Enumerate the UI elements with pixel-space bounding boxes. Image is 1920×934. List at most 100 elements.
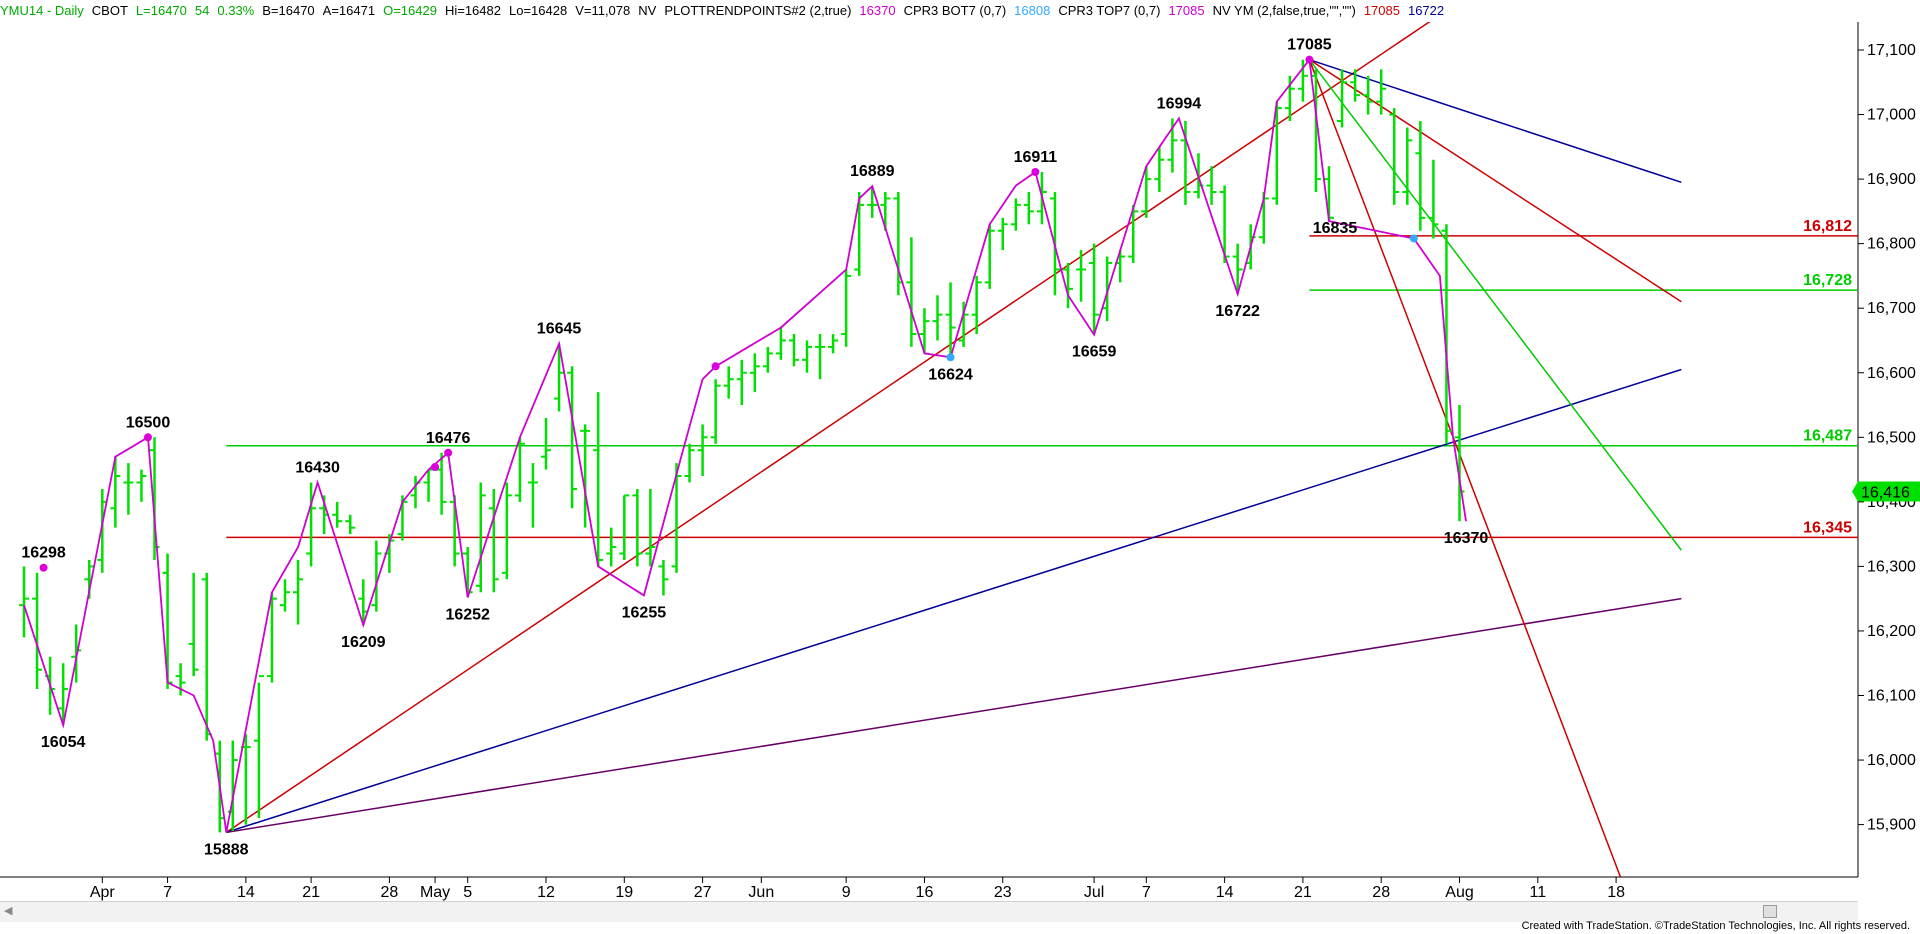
horizontal-level-label: 16,812	[1803, 218, 1852, 235]
price-bar	[541, 417, 551, 470]
header-volume: V=11,078	[575, 3, 631, 18]
header-open: O=16429	[383, 3, 437, 18]
header-study3-value: 17085	[1168, 3, 1205, 18]
price-bar	[932, 295, 943, 341]
price-bar	[815, 334, 826, 380]
scroll-left-arrow-icon[interactable]: ◀	[4, 905, 13, 917]
price-bar	[619, 494, 630, 560]
price-bar	[162, 553, 173, 690]
price-bar	[1337, 69, 1348, 128]
price-bar	[19, 566, 29, 638]
pivot-dot	[1409, 234, 1418, 243]
pivot-label: 16722	[1215, 303, 1260, 320]
pivot-label: 16889	[850, 163, 895, 180]
y-tick-label: 16,100	[1867, 688, 1916, 705]
price-bar	[906, 237, 917, 347]
last-price-tag: 16,416	[1852, 481, 1920, 502]
pivot-dot	[39, 563, 48, 572]
axes: 15,90016,00016,10016,20016,30016,40016,5…	[0, 22, 1916, 901]
x-tick-label: 14	[1216, 884, 1234, 901]
pivot-label: 16659	[1072, 344, 1117, 361]
price-bar	[984, 224, 995, 289]
price-bar	[345, 514, 356, 535]
price-bar	[1324, 166, 1334, 222]
x-tick-label: 5	[463, 884, 472, 901]
price-bar	[1219, 185, 1230, 264]
price-bar	[253, 675, 264, 819]
x-tick-label: 7	[163, 884, 172, 901]
price-bar	[1232, 243, 1243, 294]
price-bar	[188, 572, 199, 677]
horizontal-scrollbar[interactable]: ◀	[0, 901, 1858, 922]
header-change: 54	[194, 3, 210, 18]
trend-lines	[225, 22, 1858, 877]
price-bar	[684, 443, 695, 483]
price-bar	[1206, 166, 1217, 205]
pivot-label: 16835	[1313, 220, 1358, 237]
header-study1: PLOTTRENDPOINTS#2 (2,true)	[664, 3, 852, 18]
header-low: Lo=16428	[508, 3, 568, 18]
pivot-label: 16645	[537, 321, 582, 338]
pivot-label: 17085	[1287, 37, 1332, 54]
last-price-badge	[1852, 481, 1920, 502]
header-study2-value: 16808	[1014, 3, 1051, 18]
price-bar	[710, 379, 721, 444]
pivot-dots	[39, 55, 1418, 572]
price-bar	[828, 334, 839, 354]
header-study4-value2: 16722	[1407, 3, 1445, 18]
y-tick-label: 17,000	[1867, 107, 1916, 124]
price-bar	[32, 572, 43, 690]
price-bar	[671, 463, 682, 573]
price-bar	[514, 437, 525, 502]
price-bar	[1141, 166, 1152, 218]
price-bar	[723, 366, 734, 399]
horizontal-level-label: 16,487	[1803, 428, 1852, 445]
scroll-thumb[interactable]	[1763, 905, 1777, 918]
x-tick-label: 11	[1529, 884, 1546, 901]
y-tick-label: 16,800	[1867, 236, 1916, 253]
y-tick-label: 17,100	[1867, 42, 1916, 59]
price-bar	[854, 192, 865, 276]
price-bar	[945, 282, 956, 358]
pivot-label: 16370	[1444, 530, 1489, 547]
x-tick-label: 21	[302, 884, 320, 901]
price-bar	[788, 334, 799, 367]
x-tick-label: 7	[1142, 884, 1151, 901]
x-tick-label: 27	[694, 884, 712, 901]
horizontal-level-label: 16,345	[1803, 519, 1852, 536]
price-bar	[1076, 250, 1087, 302]
pivot-dot	[711, 362, 720, 371]
price-bar	[175, 663, 186, 696]
price-bar	[867, 186, 878, 218]
horizontal-level-label: 16,728	[1803, 272, 1852, 289]
price-bar	[488, 488, 499, 593]
price-bar	[110, 456, 121, 528]
price-bar	[266, 592, 277, 683]
price-bar	[1063, 263, 1073, 309]
pivot-label: 16054	[41, 734, 86, 751]
price-bar	[1089, 243, 1100, 335]
pivot-label: 16430	[295, 459, 340, 476]
pivot-label: 15888	[204, 841, 249, 858]
price-bar	[280, 579, 290, 612]
price-bar	[1023, 192, 1034, 225]
x-tick-label: Aug	[1445, 884, 1473, 901]
x-tick-label: Jul	[1084, 884, 1104, 901]
price-bar	[645, 488, 656, 567]
price-bar	[149, 437, 160, 560]
y-tick-label: 16,000	[1867, 752, 1916, 769]
price-bars	[19, 59, 1465, 833]
price-bar	[1297, 59, 1308, 102]
x-tick-label: 19	[615, 884, 633, 901]
price-bar	[632, 488, 643, 567]
price-bar	[123, 463, 134, 515]
y-tick-label: 15,900	[1867, 817, 1916, 834]
x-tick-label: Jun	[748, 884, 774, 901]
price-bar	[1271, 101, 1282, 205]
header-study4-value1: 17085	[1363, 3, 1400, 18]
price-bar	[501, 482, 512, 580]
pivot-label: 16252	[445, 606, 490, 623]
price-bar	[1389, 108, 1400, 205]
pivot-labels: 16,487 16,345 16,812 16,728 16298 16054 16500 1…	[21, 37, 1920, 858]
